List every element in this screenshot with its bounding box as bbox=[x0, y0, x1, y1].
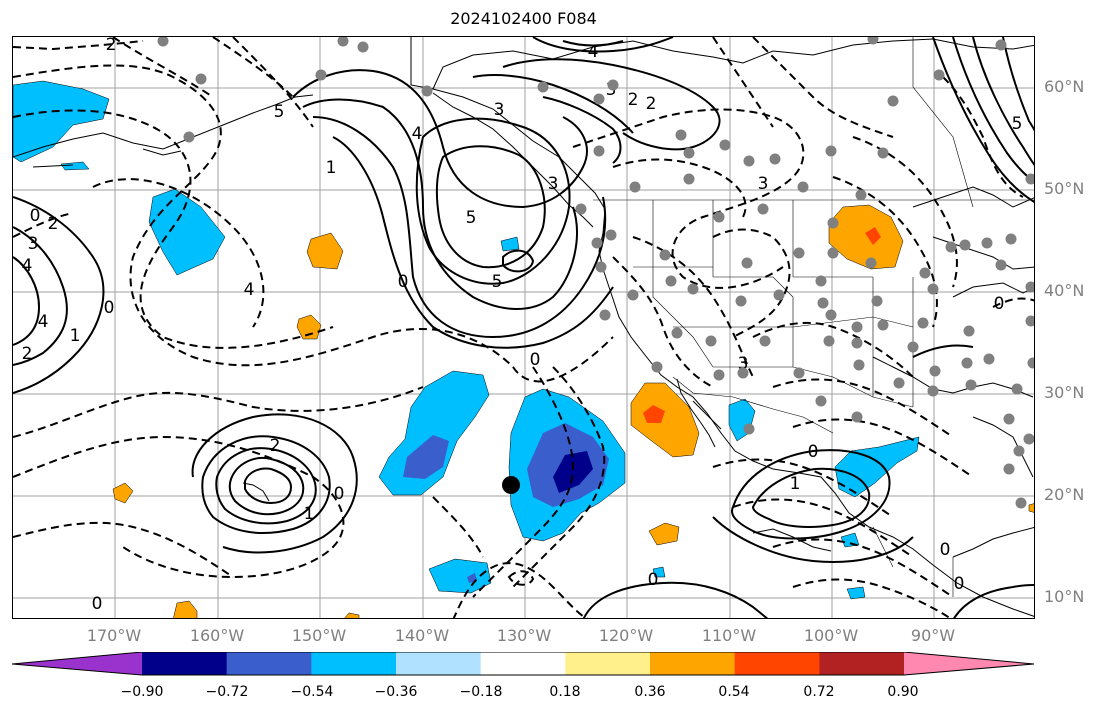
contour-label: 1 bbox=[790, 474, 801, 494]
colorbar-tick: −0.90 bbox=[120, 684, 164, 700]
contour-label: 0 bbox=[334, 484, 345, 504]
contour-label: 5 bbox=[466, 208, 477, 228]
colorbar-tick: 0.36 bbox=[634, 684, 666, 700]
contour-label: 3 bbox=[758, 174, 769, 194]
station-markers bbox=[157, 37, 1034, 509]
colorbar-segment bbox=[142, 652, 228, 675]
contour-label: 0 bbox=[954, 574, 965, 594]
negative-contours bbox=[13, 37, 1034, 618]
colorbar-tick: −0.72 bbox=[205, 684, 249, 700]
lat-label-40n: 40°N bbox=[1044, 281, 1085, 300]
map-canvas: 2 4 3 2 2 3 5 4 3 3 1 4 5 5 0 0 4 0 1 2 … bbox=[13, 37, 1034, 618]
political-borders bbox=[593, 37, 1034, 597]
colorbar-tick: 0.90 bbox=[887, 684, 919, 700]
contour-label: 1 bbox=[326, 158, 337, 178]
lon-label-150w: 150°W bbox=[291, 626, 347, 645]
positive-contours bbox=[13, 37, 1034, 618]
contour-label: 4 bbox=[244, 280, 255, 300]
contour-label: 2 bbox=[646, 94, 657, 114]
colorbar-segment bbox=[734, 652, 820, 675]
colorbar-segments bbox=[12, 652, 1034, 675]
colorbar-segment bbox=[311, 652, 397, 675]
map-title: 2024102400 F084 bbox=[450, 9, 597, 28]
contour-label: 3 bbox=[494, 100, 505, 120]
colorbar-tick: 0.72 bbox=[803, 684, 835, 700]
contour-label: 2 bbox=[270, 436, 281, 456]
map-panel: 2 4 3 2 2 3 5 4 3 3 1 4 5 5 0 0 4 0 1 2 … bbox=[12, 36, 1035, 619]
contour-label: 0 bbox=[940, 540, 951, 560]
colorbar-segment bbox=[396, 652, 482, 675]
contour-label: 0 bbox=[994, 294, 1005, 314]
contour-label: 5 bbox=[274, 102, 285, 122]
colorbar-segment bbox=[565, 652, 651, 675]
contour-label: 1 bbox=[304, 504, 315, 524]
lat-label-10n: 10°N bbox=[1044, 587, 1085, 606]
contour-label: 2 bbox=[22, 344, 33, 364]
lon-label-100w: 100°W bbox=[803, 626, 859, 645]
colorbar-tick: 0.18 bbox=[549, 684, 581, 700]
contour-label: 2 bbox=[628, 90, 639, 110]
contour-label: 0 bbox=[30, 206, 41, 226]
contour-label: 0 bbox=[398, 272, 409, 292]
lon-label-120w: 120°W bbox=[598, 626, 654, 645]
lat-label-30n: 30°N bbox=[1044, 383, 1085, 402]
contour-label: 2 bbox=[48, 214, 59, 234]
contour-label: 2 bbox=[106, 37, 117, 55]
contour-label: 5 bbox=[492, 272, 503, 292]
contour-label: 0 bbox=[648, 570, 659, 590]
colorbar-extend-low bbox=[12, 652, 142, 675]
lon-label-90w: 90°W bbox=[910, 626, 956, 645]
lon-label-130w: 130°W bbox=[496, 626, 552, 645]
contour-label: 5 bbox=[1012, 114, 1023, 134]
lon-label-170w: 170°W bbox=[86, 626, 142, 645]
colorbar-segment bbox=[819, 652, 905, 675]
storm-position-marker bbox=[502, 476, 520, 494]
contour-label: 1 bbox=[70, 326, 81, 346]
colorbar-tick: −0.36 bbox=[374, 684, 418, 700]
colorbar-segment bbox=[480, 652, 566, 675]
colorbar-segment bbox=[650, 652, 736, 675]
colorbar-tick: −0.18 bbox=[459, 684, 503, 700]
colorbar bbox=[12, 652, 1035, 676]
lon-label-140w: 140°W bbox=[394, 626, 450, 645]
contour-label: 0 bbox=[92, 594, 103, 614]
contour-label: 4 bbox=[412, 124, 423, 144]
colorbar-segment bbox=[226, 652, 312, 675]
contour-label: 3 bbox=[738, 354, 749, 374]
lat-label-20n: 20°N bbox=[1044, 485, 1085, 504]
contour-label: 4 bbox=[22, 256, 33, 276]
colorbar-extend-high bbox=[904, 652, 1034, 675]
lon-label-110w: 110°W bbox=[701, 626, 757, 645]
lon-label-160w: 160°W bbox=[189, 626, 245, 645]
lat-label-60n: 60°N bbox=[1044, 77, 1085, 96]
contour-label: 0 bbox=[530, 350, 541, 370]
contour-label: 0 bbox=[104, 298, 115, 318]
contour-label: 3 bbox=[28, 234, 39, 254]
contour-label: 4 bbox=[38, 312, 49, 332]
contour-labels: 2 4 3 2 2 3 5 4 3 3 1 4 5 5 0 0 4 0 1 2 … bbox=[22, 37, 1023, 614]
contour-label: 3 bbox=[548, 174, 559, 194]
colorbar-tick: −0.54 bbox=[290, 684, 334, 700]
colorbar-tick: 0.54 bbox=[718, 684, 750, 700]
lat-label-50n: 50°N bbox=[1044, 179, 1085, 198]
contour-label: 0 bbox=[808, 442, 819, 462]
contour-label: 4 bbox=[588, 42, 599, 62]
